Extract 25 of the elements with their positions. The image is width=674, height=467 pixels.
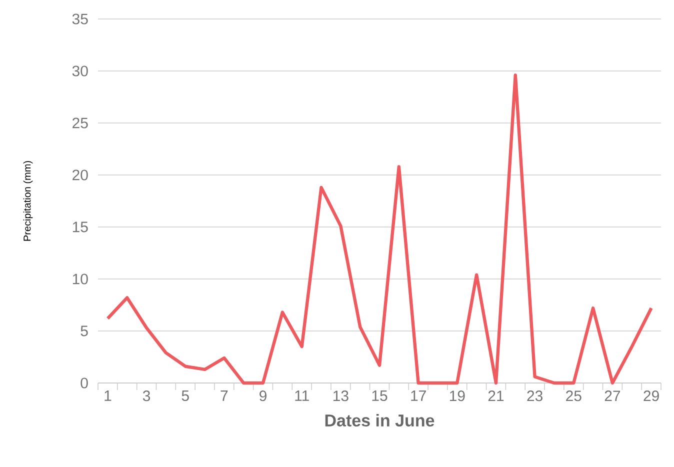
x-tick-label: 15 xyxy=(372,390,388,401)
y-axis-title: Precipitation (mm) xyxy=(23,161,33,241)
x-tick-label: 3 xyxy=(142,390,150,402)
y-tick-label: 0 xyxy=(80,378,88,388)
x-tick-label: 9 xyxy=(260,390,266,402)
y-tick-label: 35 xyxy=(72,14,88,24)
x-tick-label: 7 xyxy=(220,390,228,401)
x-tick-label: 5 xyxy=(182,390,189,401)
x-tick-label: 25 xyxy=(566,390,582,402)
x-tick-label: 27 xyxy=(604,390,620,402)
y-tick-label: 15 xyxy=(72,222,88,232)
x-tick-label: 19 xyxy=(450,390,465,402)
x-axis-title: Dates in June xyxy=(325,414,434,427)
x-tick-label: 1 xyxy=(104,390,112,401)
x-tick-label: 23 xyxy=(527,390,542,402)
y-tick-label: 30 xyxy=(72,66,88,76)
y-tick-label: 25 xyxy=(72,118,88,128)
x-tick-label: 13 xyxy=(333,390,348,402)
y-tick-label: 20 xyxy=(72,170,88,180)
y-tick-label: 5 xyxy=(80,326,88,336)
x-tick-label: 21 xyxy=(488,390,504,402)
x-tick-label: 17 xyxy=(411,390,426,401)
x-tick-label: 29 xyxy=(644,390,659,402)
y-tick-label: 10 xyxy=(72,274,88,284)
x-tick-label: 11 xyxy=(295,390,309,401)
